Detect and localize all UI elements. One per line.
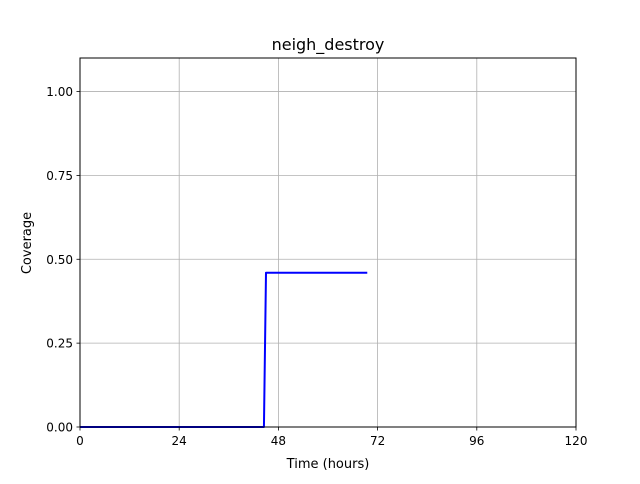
plot-frame xyxy=(79,57,577,428)
x-tick-label: 0 xyxy=(76,434,84,448)
x-tick-label: 72 xyxy=(370,434,385,448)
y-tick-label: 0.75 xyxy=(46,169,73,183)
y-tick-label: 0.25 xyxy=(46,337,73,351)
series-line xyxy=(80,271,368,428)
series-layer xyxy=(80,271,368,428)
x-tick-label: 48 xyxy=(271,434,286,448)
y-tick-label: 0.50 xyxy=(46,253,73,267)
y-tick-label: 0.00 xyxy=(46,421,73,435)
y-axis-ticks: 0.00 0.25 0.50 0.75 1.00 xyxy=(46,85,80,435)
chart-title: neigh_destroy xyxy=(272,35,385,55)
x-tick-label: 120 xyxy=(565,434,588,448)
grid-lines xyxy=(79,58,577,428)
y-tick-label: 1.00 xyxy=(46,85,73,99)
x-tick-label: 24 xyxy=(172,434,187,448)
y-axis-label: Coverage xyxy=(20,212,35,274)
x-axis-ticks: 0 24 48 72 96 120 xyxy=(76,427,587,448)
x-axis-label: Time (hours) xyxy=(286,457,370,472)
x-tick-label: 96 xyxy=(469,434,484,448)
